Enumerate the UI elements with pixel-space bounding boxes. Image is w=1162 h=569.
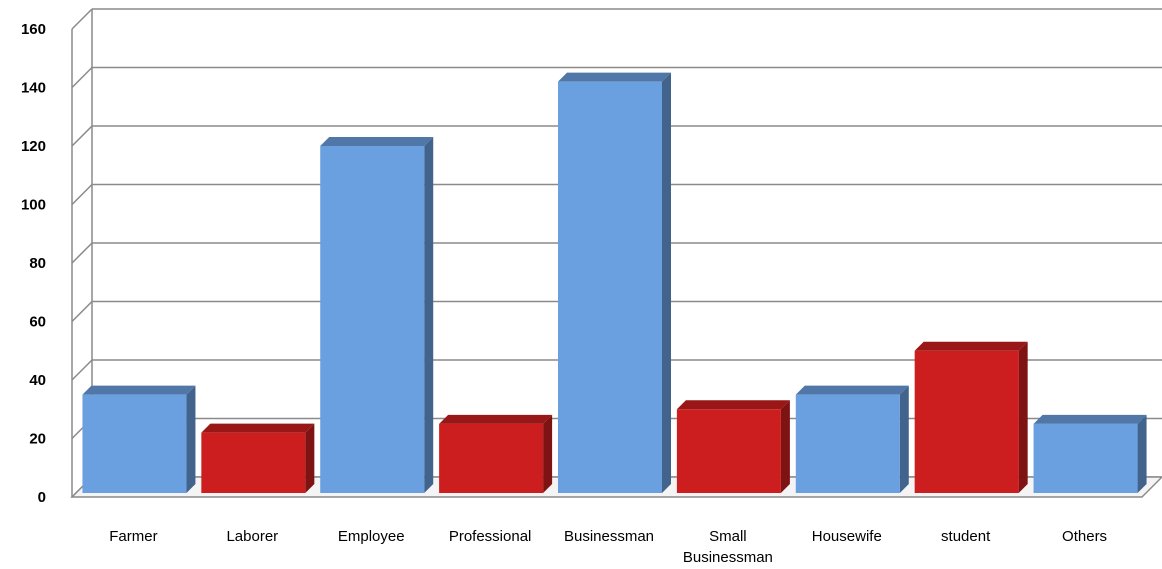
bar-side: [780, 400, 790, 493]
y-tick-label: 120: [21, 138, 46, 155]
bar: [82, 394, 187, 493]
bar-top: [1033, 414, 1147, 424]
bar-top: [320, 137, 434, 146]
bar-top: [795, 385, 909, 395]
bar: [795, 394, 900, 493]
x-tick-label: Housewife: [812, 528, 882, 545]
bar-top: [201, 423, 315, 433]
x-tick-label: student: [941, 528, 991, 545]
bar: [558, 81, 662, 494]
gridline-side: [71, 183, 93, 206]
bar-side: [662, 72, 671, 494]
y-tick-label: 100: [21, 197, 46, 214]
y-tick-label: 40: [29, 372, 46, 389]
bar-top: [914, 341, 1028, 351]
y-tick-label: 0: [38, 489, 46, 506]
y-tick-label: 80: [29, 255, 46, 272]
x-tick-label: Others: [1062, 528, 1107, 545]
gridline-side: [71, 125, 93, 147]
x-tick-label: Farmer: [109, 528, 157, 545]
y-tick-label: 20: [29, 431, 46, 448]
y-tick-label: 160: [21, 21, 46, 38]
gridline-side: [71, 359, 93, 381]
bar-side: [305, 423, 315, 493]
y-tick-label: 60: [29, 314, 46, 331]
bar-side: [1137, 414, 1147, 493]
gridline-side: [71, 300, 93, 323]
bar-top: [82, 385, 196, 395]
bar-top: [439, 414, 553, 424]
bar: [439, 423, 544, 493]
bar-top: [558, 72, 671, 82]
x-tick-label: Employee: [338, 528, 405, 545]
bar: [320, 146, 425, 493]
bar-side: [899, 385, 909, 493]
x-tick-label: Businessman: [564, 528, 654, 545]
bar: [914, 350, 1019, 493]
gridline-side: [71, 8, 93, 30]
bar: [1033, 423, 1138, 493]
gridline-side: [71, 242, 93, 264]
bar-side: [424, 137, 434, 493]
bar-top: [676, 400, 790, 410]
bar-side: [1018, 341, 1028, 493]
bar-side: [543, 414, 553, 493]
x-tick-label: Laborer: [226, 528, 278, 545]
x-tick-label: Professional: [449, 528, 532, 545]
bar: [201, 432, 306, 493]
bar-side: [186, 385, 196, 493]
x-tick-label: Small Businessman: [683, 528, 773, 566]
bar: [676, 409, 781, 493]
y-tick-label: 140: [21, 80, 46, 97]
gridline-side: [71, 66, 93, 89]
